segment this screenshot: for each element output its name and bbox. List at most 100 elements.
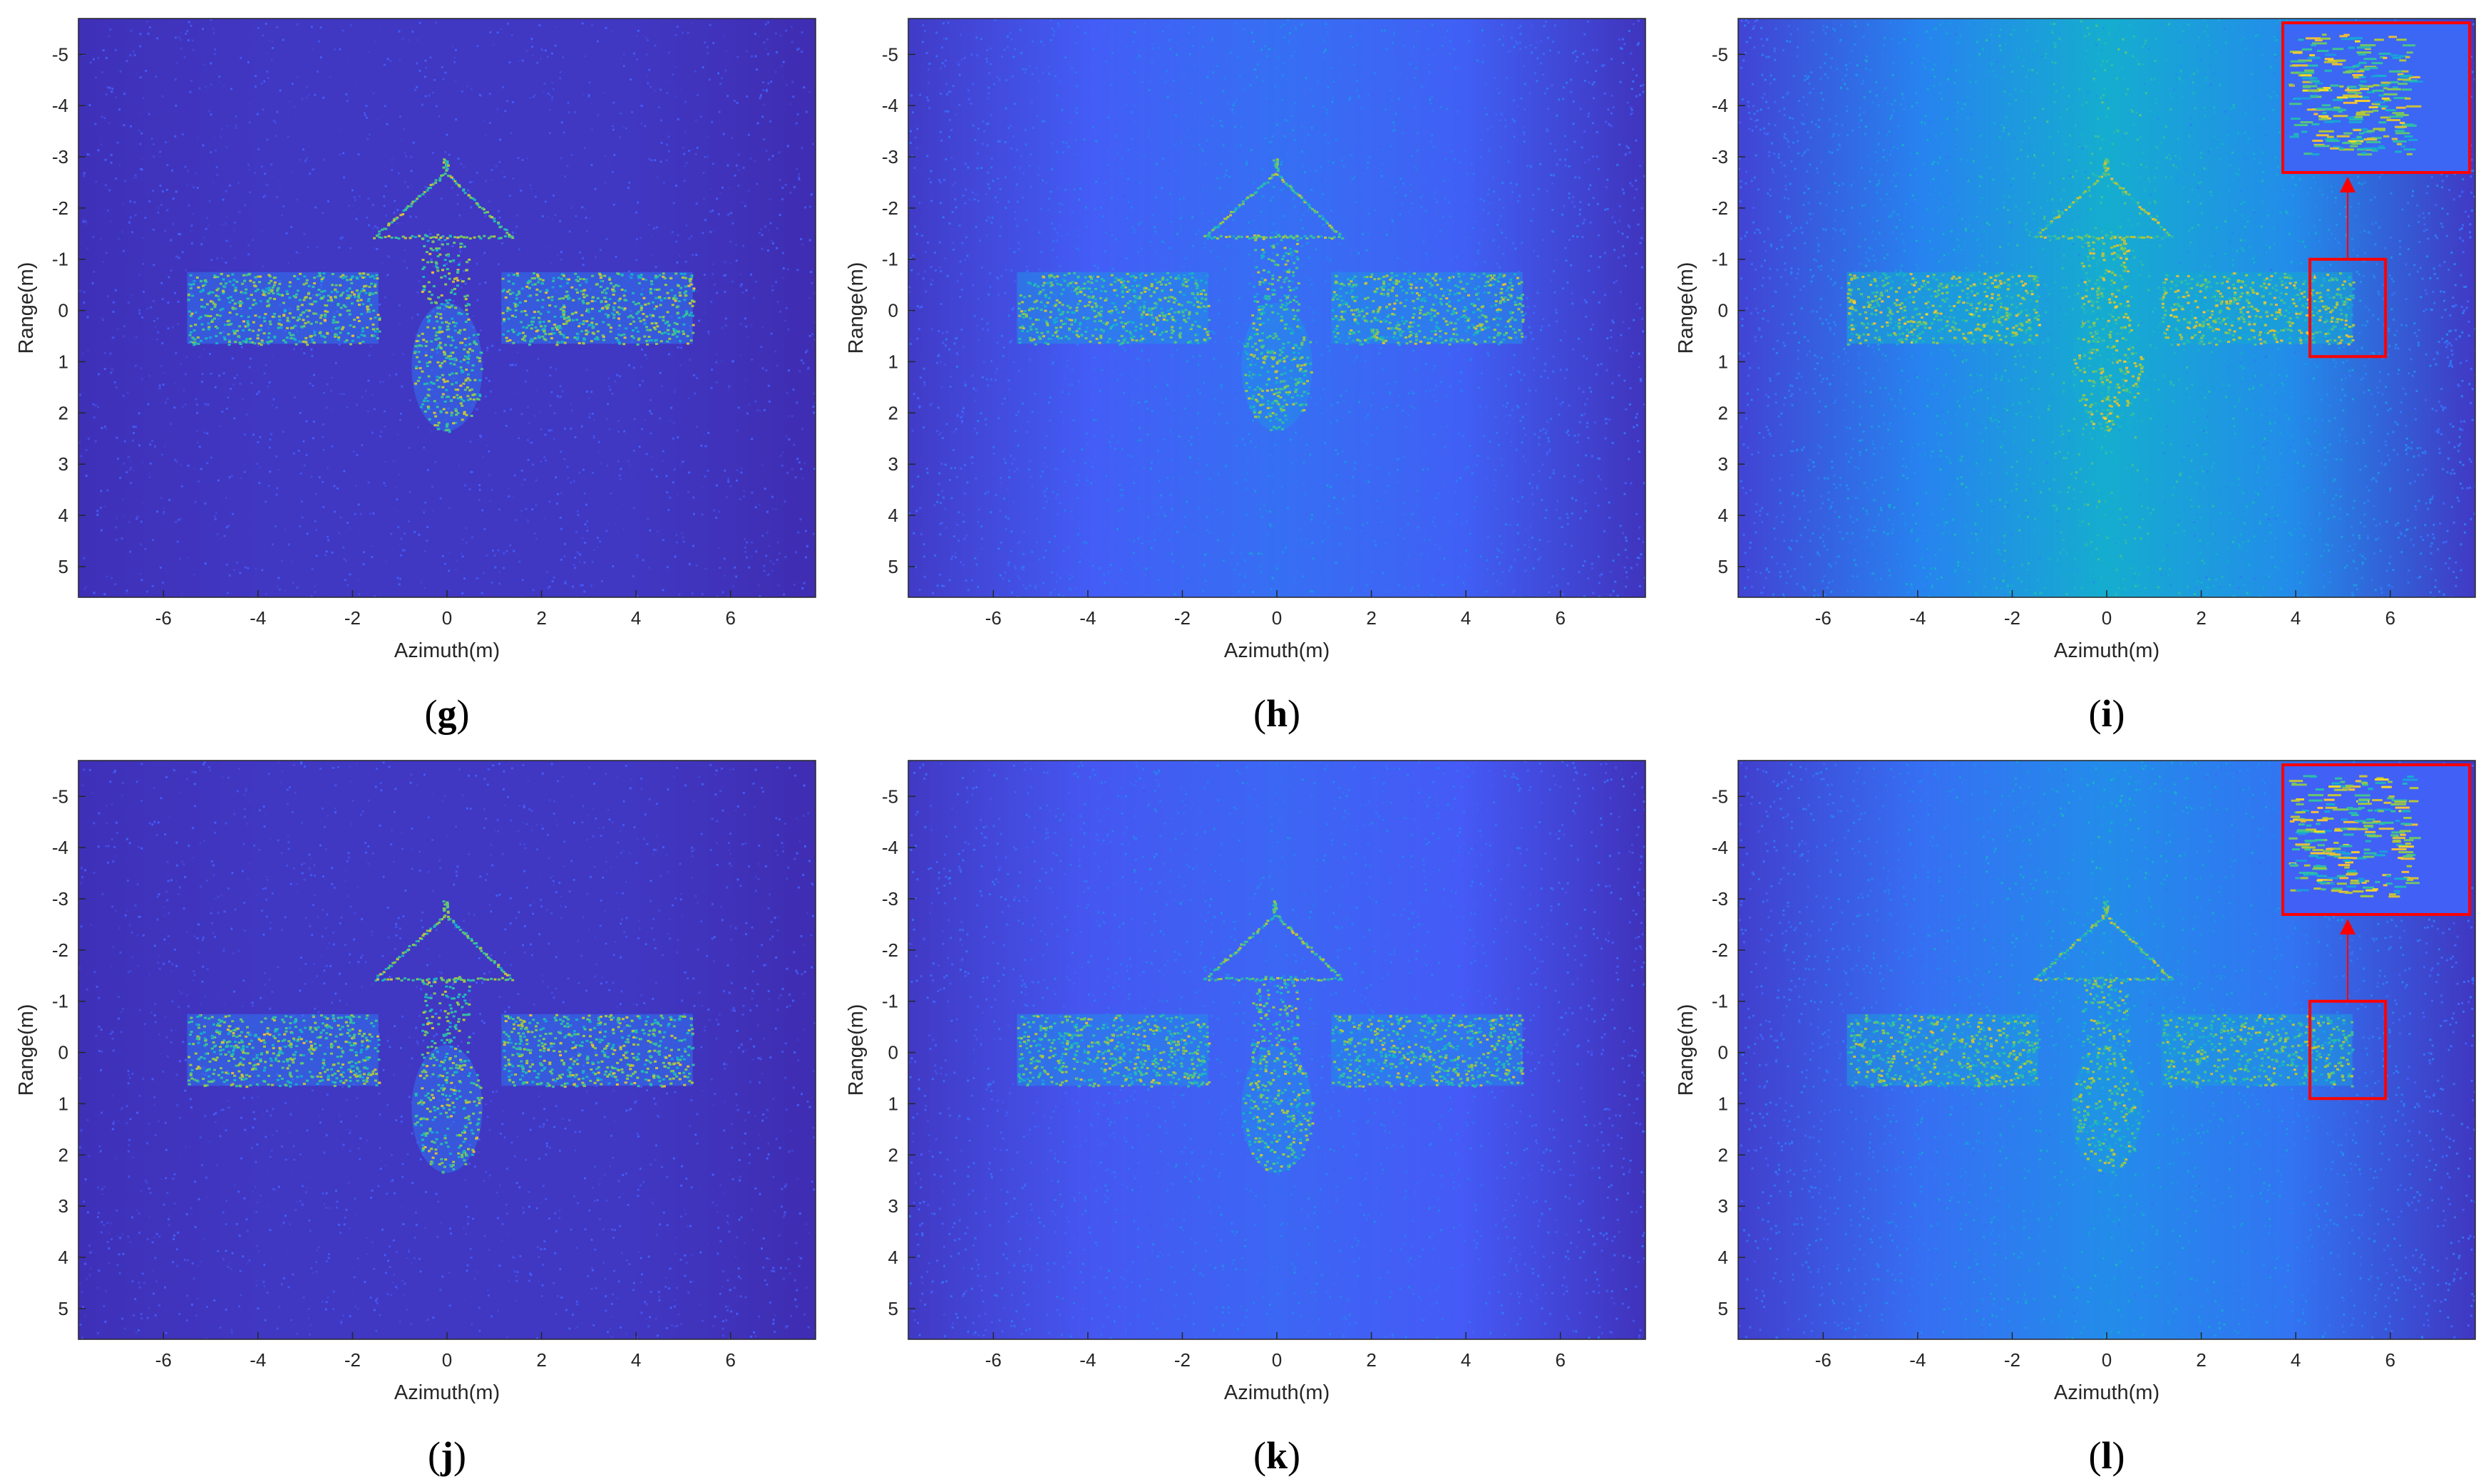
target-scatterer (213, 276, 217, 279)
noise-pixel (231, 357, 234, 360)
noise-pixel (316, 246, 319, 249)
noise-pixel (747, 190, 750, 192)
noise-pixel (1638, 584, 1641, 587)
target-scatterer (677, 330, 680, 333)
target-scatterer (322, 272, 326, 275)
noise-pixel (726, 596, 729, 597)
target-scatterer (612, 293, 615, 296)
target-scatterer (463, 295, 467, 298)
noise-pixel (550, 516, 553, 519)
noise-pixel (1432, 53, 1435, 56)
target-scatterer (565, 336, 569, 339)
noise-pixel (721, 326, 724, 329)
noise-pixel (645, 453, 648, 455)
noise-pixel (1506, 475, 1509, 478)
noise-pixel (610, 492, 612, 495)
target-scatterer (585, 278, 588, 281)
noise-pixel (793, 583, 796, 586)
noise-pixel (519, 34, 522, 36)
target-scatterer (659, 299, 663, 302)
target-scatterer (515, 294, 519, 297)
target-scatterer (216, 276, 220, 279)
noise-pixel (1558, 517, 1561, 520)
noise-pixel (935, 31, 938, 34)
noise-pixel (185, 269, 188, 272)
target-scatterer (426, 239, 430, 242)
target-scatterer (319, 316, 322, 319)
noise-pixel (1612, 560, 1615, 562)
noise-pixel (1243, 559, 1246, 562)
noise-pixel (559, 385, 562, 388)
noise-pixel (1131, 138, 1134, 140)
target-scatterer (580, 290, 583, 293)
noise-pixel (379, 303, 381, 306)
target-scatterer (276, 289, 279, 292)
noise-pixel (1120, 494, 1123, 497)
noise-pixel (960, 58, 963, 61)
noise-pixel (453, 56, 456, 59)
target-scatterer (387, 224, 391, 227)
noise-pixel (163, 507, 165, 510)
noise-pixel (1378, 19, 1381, 21)
target-scatterer (241, 292, 245, 294)
noise-pixel (1454, 490, 1457, 493)
noise-pixel (289, 214, 292, 217)
target-scatterer (213, 317, 217, 320)
noise-pixel (1003, 397, 1006, 400)
noise-pixel (501, 170, 504, 173)
target-scatterer (304, 321, 307, 324)
noise-pixel (1431, 110, 1434, 113)
noise-pixel (389, 374, 391, 377)
target-scatterer (612, 285, 616, 288)
noise-pixel (972, 83, 975, 86)
target-scatterer (221, 307, 225, 310)
noise-pixel (1637, 19, 1640, 22)
noise-pixel (367, 51, 370, 53)
target-scatterer (448, 373, 452, 376)
noise-pixel (694, 392, 697, 395)
noise-pixel (299, 525, 302, 528)
noise-pixel (945, 344, 947, 347)
target-scatterer (670, 289, 674, 292)
noise-pixel (1382, 572, 1385, 574)
noise-pixel (1150, 547, 1153, 550)
noise-pixel (812, 406, 815, 408)
target-scatterer (591, 296, 595, 299)
noise-pixel (1077, 380, 1080, 383)
noise-pixel (980, 547, 983, 550)
noise-pixel (510, 408, 513, 411)
noise-pixel (455, 568, 458, 571)
noise-pixel (1619, 290, 1622, 293)
noise-pixel (672, 481, 674, 484)
noise-pixel (357, 529, 360, 532)
target-scatterer (456, 393, 459, 396)
target-scatterer (508, 235, 511, 238)
noise-pixel (1630, 106, 1633, 109)
noise-pixel (1479, 413, 1481, 416)
target-scatterer (422, 339, 426, 341)
noise-pixel (371, 556, 374, 559)
target-scatterer (678, 292, 682, 294)
noise-pixel (103, 505, 106, 507)
noise-pixel (1624, 153, 1627, 155)
target-scatterer (682, 323, 686, 326)
target-scatterer (192, 283, 195, 286)
noise-pixel (655, 475, 658, 478)
noise-pixel (718, 110, 721, 113)
noise-pixel (1393, 129, 1396, 132)
target-scatterer (374, 285, 377, 288)
target-scatterer (516, 334, 520, 336)
noise-pixel (103, 593, 106, 596)
noise-pixel (542, 49, 545, 52)
noise-pixel (591, 128, 594, 131)
target-scatterer (674, 297, 678, 300)
noise-pixel (292, 452, 295, 455)
noise-pixel (505, 550, 508, 552)
noise-pixel (945, 83, 948, 86)
noise-pixel (1549, 142, 1552, 145)
target-scatterer (356, 277, 359, 280)
noise-pixel (619, 478, 622, 480)
target-scatterer (307, 292, 311, 294)
target-scatterer (215, 294, 218, 297)
y-tick-label: 5 (58, 556, 68, 577)
